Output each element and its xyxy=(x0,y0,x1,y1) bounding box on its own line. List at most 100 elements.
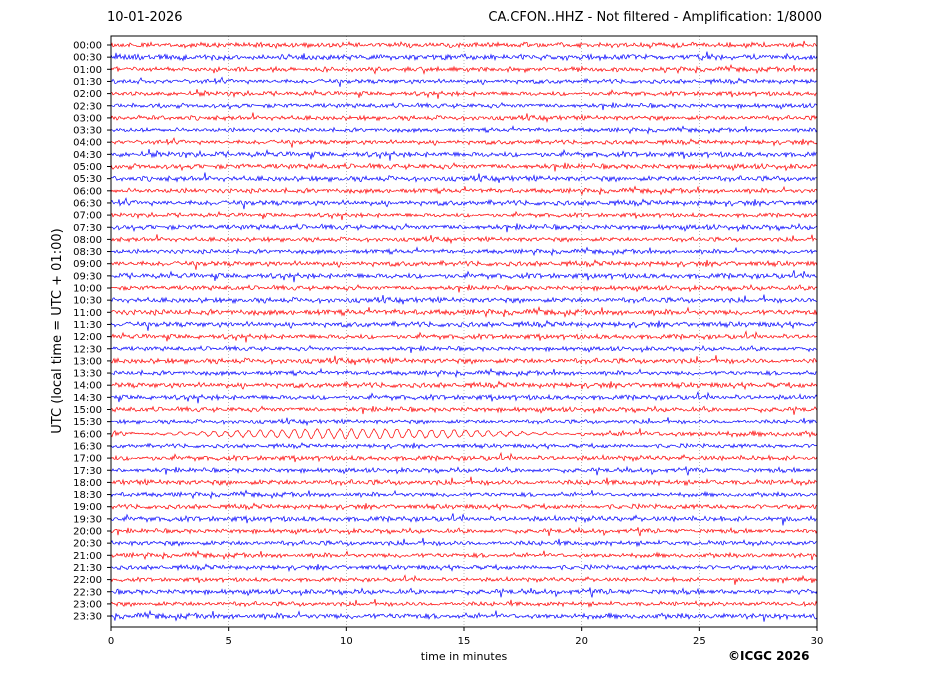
y-tick-label: 21:30 xyxy=(73,563,102,574)
y-tick-label: 15:30 xyxy=(73,417,102,428)
seismic-trace-1800 xyxy=(110,476,818,487)
x-tick-label: 20 xyxy=(575,636,588,647)
y-tick-label: 16:30 xyxy=(73,441,102,452)
seismic-trace-1430 xyxy=(110,390,818,404)
seismic-trace-0430 xyxy=(110,148,818,161)
seismic-trace-0800 xyxy=(110,234,818,245)
seismic-trace-0500 xyxy=(110,162,818,172)
seismic-trace-1330 xyxy=(110,367,818,379)
y-tick-label: 01:00 xyxy=(73,65,102,76)
x-tick-label: 0 xyxy=(108,636,114,647)
y-tick-label: 03:00 xyxy=(73,113,102,124)
grid-lines xyxy=(228,36,700,627)
seismic-trace-1600 xyxy=(110,427,818,440)
seismic-trace-1300 xyxy=(110,355,818,366)
seismic-trace-2000 xyxy=(110,526,818,537)
y-tick-label: 06:00 xyxy=(73,186,102,197)
y-tick-label: 09:00 xyxy=(73,259,102,270)
seismic-trace-1930 xyxy=(110,513,818,526)
date-label: 10-01-2026 xyxy=(107,10,183,25)
seismic-trace-1530 xyxy=(110,417,818,427)
y-tick-label: 00:30 xyxy=(73,53,102,64)
x-tick-label: 30 xyxy=(811,636,824,647)
y-tick-label: 23:00 xyxy=(73,599,102,610)
y-tick-label: 01:30 xyxy=(73,77,102,88)
y-tick-label: 16:00 xyxy=(73,429,102,440)
seismic-trace-0730 xyxy=(110,222,818,233)
seismic-trace-1830 xyxy=(110,489,818,500)
seismic-trace-1130 xyxy=(110,319,818,331)
seismic-trace-1200 xyxy=(110,330,818,343)
seismic-trace-0900 xyxy=(110,259,818,270)
y-tick-label: 10:00 xyxy=(73,284,102,295)
y-tick-label: 08:30 xyxy=(73,247,102,258)
seismic-trace-1700 xyxy=(110,451,818,463)
seismic-trace-0600 xyxy=(110,185,818,196)
seismic-trace-2100 xyxy=(110,549,818,561)
seismic-trace-1900 xyxy=(110,502,818,512)
seismic-trace-1400 xyxy=(110,380,818,391)
x-tick-label: 15 xyxy=(458,636,471,647)
seismic-trace-0700 xyxy=(110,210,818,221)
x-tick-label: 10 xyxy=(340,636,353,647)
y-axis-label: UTC (local time = UTC + 01:00) xyxy=(50,228,65,433)
seismic-trace-0630 xyxy=(110,197,818,210)
y-tick-label: 18:00 xyxy=(73,478,102,489)
y-tick-label: 08:00 xyxy=(73,235,102,246)
y-tick-label: 20:00 xyxy=(73,527,102,538)
seismic-trace-2130 xyxy=(110,563,818,573)
x-tick-labels: 0 5 10 15 20 25 30 xyxy=(108,627,824,647)
seismic-trace-0100 xyxy=(110,63,818,75)
seismic-trace-2230 xyxy=(110,587,818,598)
seismic-trace-0030 xyxy=(110,51,818,62)
y-tick-label: 15:00 xyxy=(73,405,102,416)
seismic-trace-0400 xyxy=(110,137,818,148)
x-tick-label: 5 xyxy=(225,636,231,647)
seismic-trace-0530 xyxy=(110,172,818,183)
seismic-trace-1230 xyxy=(110,344,818,353)
y-tick-label: 07:00 xyxy=(73,211,102,222)
y-tick-label: 05:30 xyxy=(73,174,102,185)
y-tick-label: 04:30 xyxy=(73,150,102,161)
seismic-trace-1100 xyxy=(110,305,818,319)
seismic-trace-1500 xyxy=(110,405,818,415)
y-tick-label: 17:30 xyxy=(73,466,102,477)
seismic-trace-2330 xyxy=(110,609,818,622)
y-tick-label: 12:00 xyxy=(73,332,102,343)
seismic-trace-2200 xyxy=(110,574,818,585)
y-tick-label: 22:00 xyxy=(73,575,102,586)
y-tick-label: 00:00 xyxy=(73,41,102,52)
y-tick-label: 06:30 xyxy=(73,198,102,209)
y-tick-label: 14:30 xyxy=(73,393,102,404)
seismic-trace-0330 xyxy=(110,125,818,135)
y-tick-label: 13:30 xyxy=(73,369,102,380)
y-tick-label: 23:30 xyxy=(73,612,102,623)
seismic-trace-0200 xyxy=(110,89,818,99)
seismic-trace-2030 xyxy=(110,537,817,548)
station-info-title: CA.CFON..HHZ - Not filtered - Amplificat… xyxy=(488,10,822,25)
y-tick-label: 18:30 xyxy=(73,490,102,501)
seismic-trace-0830 xyxy=(110,246,818,257)
y-tick-label: 21:00 xyxy=(73,551,102,562)
seismic-trace-0230 xyxy=(110,101,818,111)
trace-group xyxy=(110,40,818,622)
copyright-label: ©ICGC 2026 xyxy=(728,649,810,663)
seismic-trace-2300 xyxy=(110,598,818,608)
y-tick-label: 19:30 xyxy=(73,514,102,525)
y-tick-label: 14:00 xyxy=(73,381,102,392)
y-tick-label: 11:00 xyxy=(73,308,102,319)
x-axis-label: time in minutes xyxy=(421,650,508,663)
seismic-trace-0130 xyxy=(110,76,818,87)
y-tick-label: 04:00 xyxy=(73,138,102,149)
seismic-trace-0930 xyxy=(110,270,818,283)
y-tick-label: 11:30 xyxy=(73,320,102,331)
y-tick-label: 02:00 xyxy=(73,89,102,100)
y-tick-label: 17:00 xyxy=(73,454,102,465)
y-tick-label: 22:30 xyxy=(73,587,102,598)
y-tick-label: 09:30 xyxy=(73,271,102,282)
seismic-trace-1630 xyxy=(110,442,818,451)
seismic-trace-0300 xyxy=(110,112,818,123)
